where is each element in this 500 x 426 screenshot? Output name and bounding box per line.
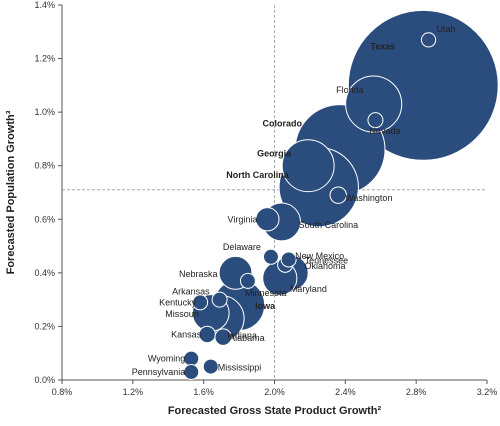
y-tick-label: 0.0% [34, 375, 55, 385]
bubble-pennsylvania [183, 363, 200, 380]
bubble-nevada [367, 112, 384, 129]
reference-lines [62, 5, 487, 380]
bubble-kentucky [192, 294, 209, 311]
y-tick-label: 1.4% [34, 0, 55, 10]
point-label-georgia: Georgia [257, 149, 292, 159]
x-tick-label: 1.6% [193, 387, 214, 397]
point-label-oklahoma: Oklahoma [304, 261, 345, 271]
y-tick-label: 1.2% [34, 54, 55, 64]
point-label-arkansas: Arkansas [172, 287, 210, 297]
point-label-utah: Utah [437, 24, 456, 34]
point-label-indiana: Indiana [227, 330, 257, 340]
point-label-nebraska: Nebraska [179, 269, 218, 279]
point-label-pennsylvania: Pennsylvania [132, 367, 186, 377]
bubble-arkansas [211, 291, 228, 308]
bubble-florida [345, 75, 403, 133]
bubble-virginia [255, 207, 280, 232]
x-tick-label: 2.4% [335, 387, 356, 397]
y-tick-label: 0.6% [34, 214, 55, 224]
bubble-washington [329, 186, 347, 204]
point-label-nevada: Nevada [369, 126, 400, 136]
bubble-wyoming [183, 350, 200, 367]
point-label-south-carolina: South Carolina [299, 220, 359, 230]
point-label-kansas: Kansas [171, 329, 202, 339]
x-tick-label: 2.0% [264, 387, 285, 397]
point-label-new-mexico: New Mexico [295, 251, 344, 261]
bubble-utah [420, 32, 437, 48]
point-label-texas: Texas [370, 41, 395, 51]
bubble-tennessee [280, 251, 297, 268]
y-tick-label: 0.8% [34, 161, 55, 171]
y-tick-label: 0.4% [34, 268, 55, 278]
point-label-kentucky: Kentucky [159, 297, 197, 307]
y-tick-label: 0.2% [34, 321, 55, 331]
point-label-delaware: Delaware [223, 242, 261, 252]
point-label-tennessee: Tennessee [305, 255, 349, 265]
y-axis-title: Forecasted Population Growth³ [5, 110, 17, 274]
bubbles [183, 9, 499, 380]
point-label-mississippi: Mississippi [218, 363, 262, 373]
point-label-washington: Washington [345, 193, 392, 203]
point-label-florida: Florida [336, 85, 364, 95]
bubble-georgia [281, 139, 335, 193]
point-label-north-carolina: North Carolina [226, 170, 289, 180]
bubble-kansas [198, 325, 216, 344]
axes: 0.8% 1.2% 1.6% 2.0% 2.4% 2.8% 3.2% 0.0% 0.2% 0.4%… [34, 0, 497, 397]
x-tick-label: 2.8% [406, 387, 427, 397]
point-label-minnesota: Minnesota [245, 288, 287, 298]
point-label-missouri: Missouri [165, 309, 199, 319]
point-label-virginia: Virginia [228, 214, 258, 224]
bubble-alabama [214, 328, 232, 346]
point-label-wyoming: Wyoming [148, 354, 185, 364]
point-labels: Texas Utah Florida Nevada Colorado Georgia Nor… [132, 24, 456, 377]
x-tick-label: 1.2% [123, 387, 144, 397]
y-tick-label: 1.0% [34, 107, 55, 117]
point-label-maryland: Maryland [290, 284, 327, 294]
x-tick-label: 3.2% [477, 387, 498, 397]
bubble-minnesota [239, 272, 256, 289]
bubble-delaware [262, 248, 279, 265]
point-label-iowa: Iowa [255, 301, 276, 311]
bubble-mississippi [202, 358, 219, 375]
x-tick-label: 0.8% [52, 387, 73, 397]
point-label-alabama: Alabama [229, 333, 265, 343]
x-axis-title: Forecasted Gross State Product Growth² [168, 405, 382, 417]
point-label-colorado: Colorado [263, 119, 303, 129]
